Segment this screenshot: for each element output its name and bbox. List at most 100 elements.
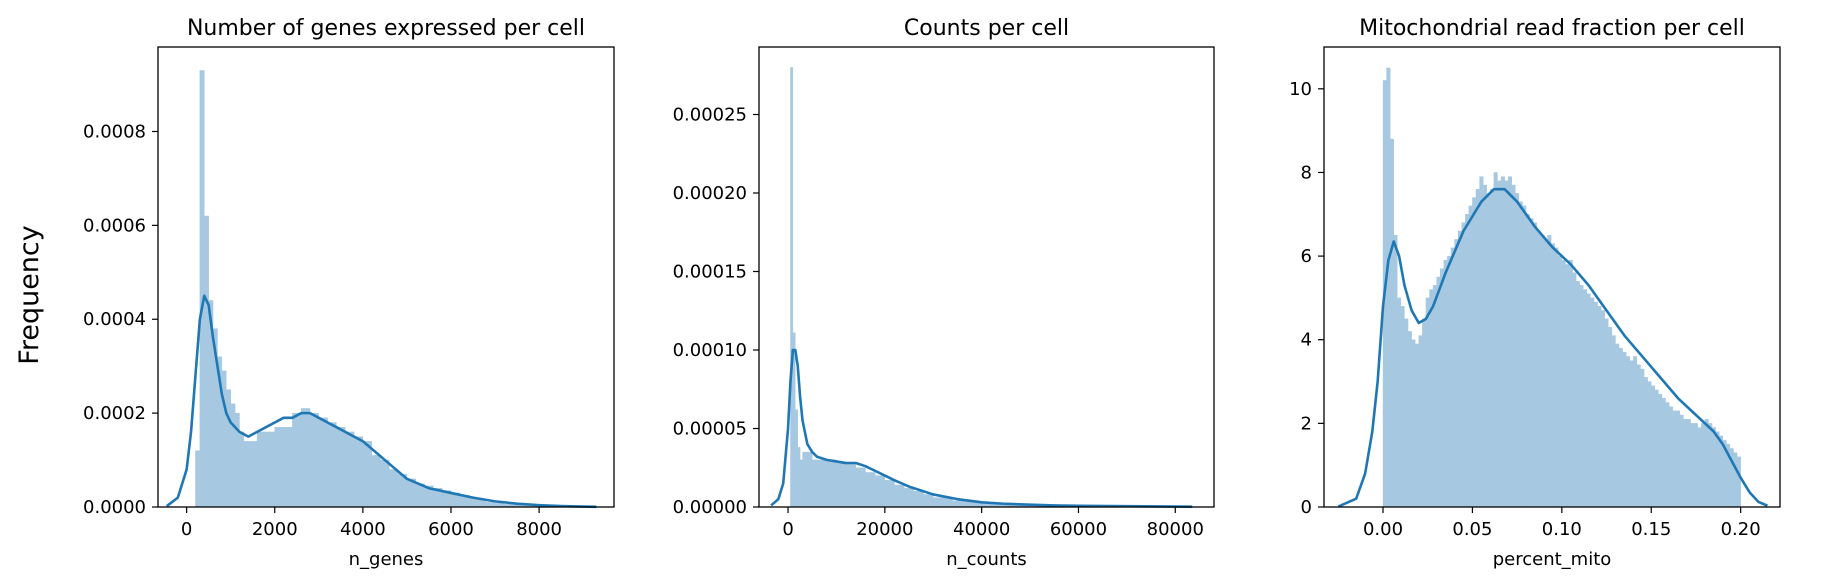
histogram-bar — [1736, 456, 1741, 508]
histogram-bar — [904, 487, 915, 508]
histogram-bar — [1636, 364, 1641, 508]
histogram-bar — [1575, 280, 1580, 508]
histogram-bar — [1622, 352, 1627, 508]
histogram-bar — [884, 480, 895, 508]
y-tick-label: 0.0006 — [83, 215, 146, 236]
histogram-bar — [807, 451, 813, 508]
histogram-bar — [913, 491, 924, 508]
histogram-bar — [1472, 197, 1477, 508]
histogram-bar — [1411, 339, 1416, 508]
histogram-bar — [1486, 193, 1491, 508]
histogram-bar — [1683, 418, 1688, 508]
kde-line — [770, 348, 1193, 508]
histogram-bar — [1701, 423, 1706, 508]
histogram-bar — [1658, 393, 1663, 508]
histogram-bar — [1440, 268, 1445, 508]
histogram-bar — [1704, 418, 1709, 508]
histogram-bar — [1633, 356, 1638, 508]
histogram-bar — [1568, 260, 1573, 508]
histogram-bar — [1640, 368, 1645, 508]
x-axis-label: percent_mito — [1493, 549, 1612, 570]
histogram-bar — [1407, 331, 1412, 508]
y-tick-label: 4 — [1301, 330, 1312, 351]
x-tick-label: 20000 — [856, 519, 913, 540]
histogram-bar — [1397, 297, 1402, 508]
y-tick-label: 0.0002 — [83, 403, 146, 424]
y-tick-label: 0.00005 — [673, 419, 747, 440]
histogram-bar — [1579, 285, 1584, 508]
histogram-bar — [799, 459, 803, 508]
y-tick-label: 0.00015 — [673, 262, 747, 283]
histogram-bar — [1515, 193, 1520, 508]
histogram-bar — [1393, 234, 1398, 508]
histogram-bar — [1425, 297, 1430, 508]
histogram-bar — [795, 409, 798, 508]
histogram-bar — [1586, 293, 1591, 508]
histogram-bar — [1465, 214, 1470, 508]
histogram-bar — [309, 412, 320, 508]
histogram-bar — [1583, 289, 1588, 508]
histogram-bar — [933, 497, 953, 508]
histogram-bar — [802, 451, 808, 508]
panel-n-genes: 0 2000 4000 6000 8000 0.0000 0.0002 0.0004 0.000… — [83, 16, 615, 570]
chart-title: Mitochondrial read fraction per cell — [1359, 16, 1745, 41]
histogram-bar — [477, 499, 487, 508]
histogram-bar — [855, 467, 866, 508]
histogram-bar — [230, 403, 236, 508]
histogram-bar — [1479, 176, 1484, 508]
y-tick-label: 0.0000 — [83, 497, 146, 518]
axes-frame — [157, 46, 615, 508]
histogram-bars — [1382, 67, 1741, 508]
kde-line — [1337, 187, 1768, 508]
histogram-bar — [845, 464, 857, 508]
histogram-bar — [1558, 255, 1563, 508]
histogram-bar — [1457, 230, 1462, 508]
histogram-bar — [1500, 176, 1505, 508]
histogram-bar — [265, 431, 275, 508]
histogram-bar — [1540, 234, 1545, 508]
histogram-bar — [318, 417, 328, 508]
histogram-bar — [1711, 427, 1716, 508]
y-tick-label: 0.00000 — [673, 497, 747, 518]
histogram-bar — [1597, 306, 1602, 508]
histogram-bar — [1676, 410, 1681, 508]
histogram-bar — [239, 431, 245, 508]
histogram-bar — [1697, 427, 1702, 508]
histogram-bar — [1715, 431, 1720, 508]
histogram-bar — [1651, 385, 1656, 508]
histogram-bar — [1447, 255, 1452, 508]
histogram-bar — [894, 484, 905, 508]
x-tick-label: 60000 — [1050, 519, 1107, 540]
y-tick-label: 2 — [1301, 413, 1312, 434]
histogram-bar — [1647, 381, 1652, 508]
x-tick-label: 4000 — [340, 519, 386, 540]
histogram-bar — [1654, 389, 1659, 508]
y-tick-label: 0.0004 — [83, 309, 146, 330]
histogram-bar — [812, 459, 818, 508]
histogram-bar — [1443, 260, 1448, 508]
histogram-bar — [1422, 318, 1427, 508]
histogram-bar — [1593, 301, 1598, 508]
x-tick-label: 0 — [181, 519, 192, 540]
histogram-bar — [1708, 423, 1713, 508]
histogram-bar — [1418, 335, 1423, 508]
y-tick-label: 0 — [1301, 497, 1312, 518]
histogram-bar — [1668, 406, 1673, 508]
histogram-bar — [1554, 247, 1559, 508]
histogram-bar — [1565, 264, 1570, 508]
histogram-bar — [486, 502, 496, 508]
histogram-bar — [1618, 347, 1623, 508]
histogram-bar — [1511, 184, 1516, 508]
histogram-bar — [1672, 410, 1677, 508]
histogram-bar — [1482, 184, 1487, 508]
histogram-bar — [389, 469, 399, 508]
histogram-bar — [274, 427, 284, 508]
histogram-bar — [1600, 310, 1605, 508]
histogram-bar — [1615, 343, 1620, 508]
histogram-bar — [1436, 276, 1441, 508]
histogram-bar — [1468, 205, 1473, 508]
x-tick-label: 0.15 — [1631, 519, 1671, 540]
histogram-bar — [1432, 285, 1437, 508]
histogram-bar — [1490, 188, 1495, 508]
histogram-bar — [1561, 260, 1566, 508]
